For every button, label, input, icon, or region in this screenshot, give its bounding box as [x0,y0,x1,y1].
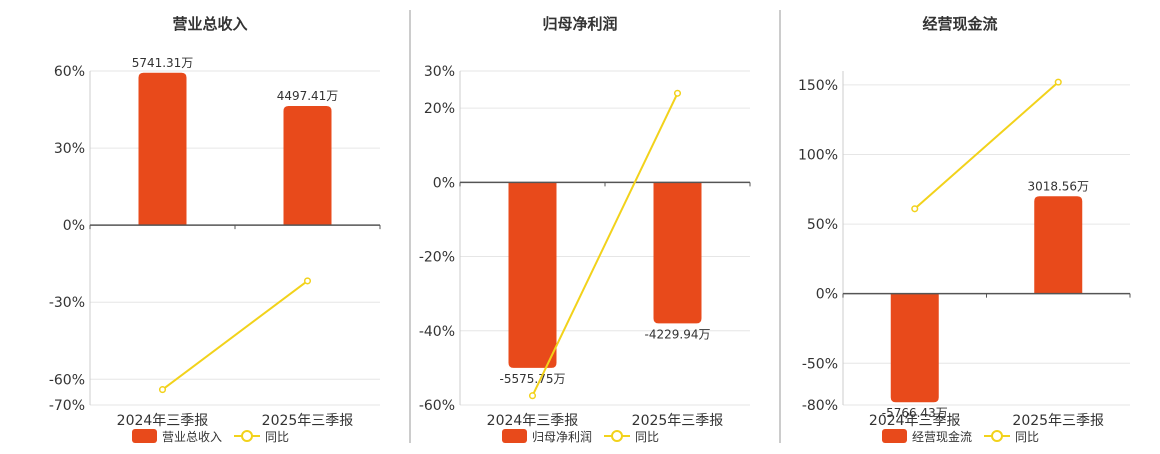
legend-bar-swatch [132,429,157,443]
y-tick-label: -60% [49,372,85,388]
y-tick-label: -50% [802,356,838,372]
yoy-point-1 [528,392,537,400]
legend-line-marker [991,430,1003,442]
legend-bar-swatch [502,429,527,443]
y-tick-label: 20% [424,101,455,117]
bar-value-label: 5741.31万 [132,56,194,70]
legend[interactable]: 经营现金流 同比 [882,429,1039,444]
bar-value-label: 4497.41万 [277,89,339,103]
y-tick-label: 60% [54,64,85,80]
chart-panel-2: 归母净利润 30% 20% 0% -20% -40% -60% -5575.75万 -4229.… [419,15,751,444]
yoy-point-2 [673,89,682,97]
legend-line-label: 同比 [635,430,659,444]
yoy-point-1 [158,386,167,394]
bar-value-label: -5575.75万 [500,372,566,386]
y-tick-label: 0% [433,175,455,191]
yoy-point-2 [303,277,312,285]
bar-1 [890,293,939,403]
x-category-label: 2024年三季报 [117,413,209,429]
legend-bar-label: 经营现金流 [912,429,972,444]
y-tick-label: 30% [424,64,455,80]
legend[interactable]: 营业总收入 同比 [132,429,289,444]
legend-line-label: 同比 [1015,430,1039,444]
yoy-point-2 [1054,78,1062,86]
bar-value-label: -5766.43万 [882,406,948,420]
chart-panel-3: 经营现金流 150% 100% 50% 0% -50% -80% -5766.43万 3018.… [798,15,1131,444]
y-tick-label: 150% [798,78,838,94]
legend-line-marker [611,430,623,442]
x-category-label: 2025年三季报 [632,413,724,429]
y-tick-label: 50% [807,217,838,233]
chart-title: 经营现金流 [922,15,997,33]
x-category-label: 2024年三季报 [487,413,579,429]
bar-value-label: -4229.94万 [645,327,711,341]
legend-bar-swatch [882,429,907,443]
chart-title: 营业总收入 [172,15,247,33]
legend[interactable]: 归母净利润 同比 [502,429,659,444]
bar-2 [1034,196,1083,294]
x-category-label: 2025年三季报 [1012,413,1104,429]
y-tick-label: -70% [49,398,85,414]
legend-line-label: 同比 [265,430,289,444]
bar-1 [138,72,187,226]
chart-title: 归母净利润 [542,15,617,33]
y-tick-label: -80% [802,398,838,414]
yoy-line [531,92,679,397]
y-tick-label: 0% [816,287,838,303]
legend-bar-label: 营业总收入 [162,430,222,444]
bar-2 [283,105,332,226]
bar-1 [508,182,557,368]
yoy-line [914,81,1059,210]
y-tick-label: 0% [63,218,85,234]
y-tick-label: -60% [419,398,455,414]
y-tick-label: 30% [54,141,85,157]
y-tick-label: 100% [798,148,838,164]
y-tick-label: -40% [419,324,455,340]
bar-value-label: 3018.56万 [1027,179,1089,193]
y-tick-label: -30% [49,295,85,311]
yoy-point-1 [911,205,919,213]
legend-line-marker [241,430,253,442]
x-category-label: 2025年三季报 [262,413,354,429]
chart-panel-1: 营业总收入 60% 30% 0% -30% -60% -70% 5741.31万 4497.41… [49,15,381,444]
y-tick-label: -20% [419,250,455,266]
bar-2 [653,182,702,324]
legend-bar-label: 归母净利润 [532,430,592,444]
x-category-label: 2024年三季报 [869,413,961,429]
yoy-line [161,280,309,391]
